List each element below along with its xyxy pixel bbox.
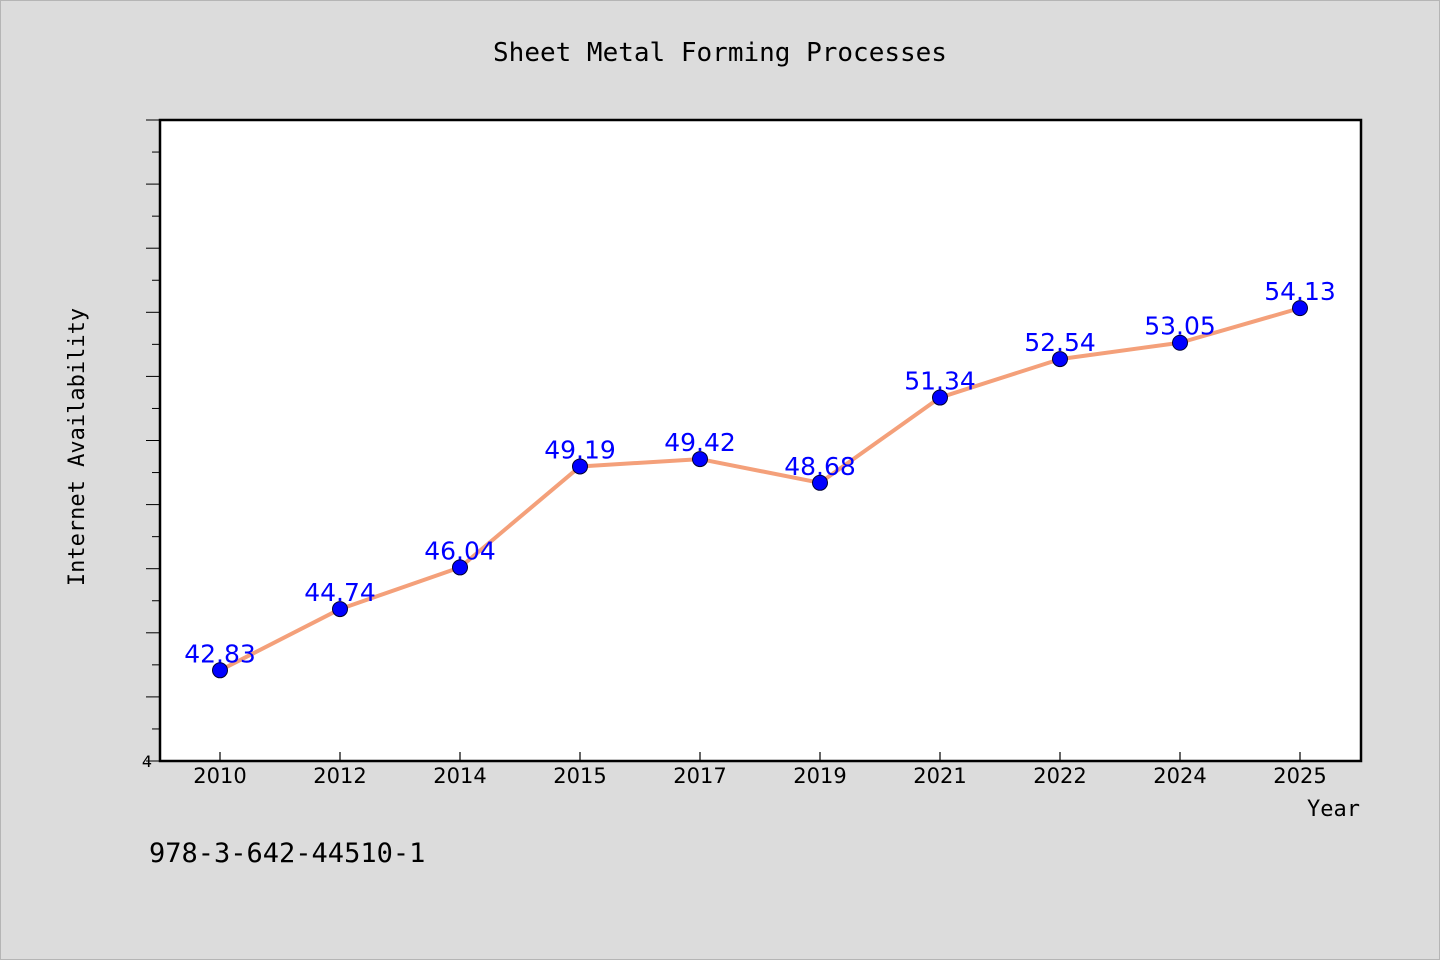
x-tick-label: 2019 bbox=[793, 764, 846, 788]
data-point bbox=[692, 451, 708, 468]
x-tick-label: 2017 bbox=[673, 764, 726, 788]
y-tick-label: 4 bbox=[142, 752, 152, 771]
x-axis-label: Year bbox=[1307, 797, 1360, 822]
x-tick-label: 2012 bbox=[313, 764, 366, 788]
data-label: 49.19 bbox=[544, 435, 616, 464]
data-label: 46.04 bbox=[424, 536, 496, 565]
footnote-isbn: 978-3-642-44510-1 bbox=[149, 838, 425, 869]
data-label: 53.05 bbox=[1144, 312, 1216, 341]
x-tick-label: 2014 bbox=[433, 764, 486, 788]
y-axis-label: Internet Availability bbox=[65, 308, 90, 586]
data-point bbox=[332, 601, 348, 618]
x-tick-label: 2024 bbox=[1153, 764, 1206, 788]
data-label: 52.54 bbox=[1024, 328, 1096, 357]
x-axis-ticks: 2010 2012 2014 2015 2017 2019 2021 2022 2024 2025 bbox=[193, 752, 1327, 788]
chart-title: Sheet Metal Forming Processes bbox=[493, 38, 947, 68]
x-tick-label: 2010 bbox=[193, 764, 246, 788]
data-point bbox=[812, 474, 828, 491]
data-point bbox=[1052, 351, 1068, 368]
data-point bbox=[452, 559, 468, 576]
data-label: 54.13 bbox=[1264, 277, 1336, 306]
series-layer: 42.83 44.74 46.04 49.19 49.42 48.68 51.34 52.54… bbox=[184, 277, 1336, 679]
data-point bbox=[212, 662, 228, 679]
x-tick-label: 2021 bbox=[913, 764, 966, 788]
data-point bbox=[572, 458, 588, 475]
data-point bbox=[932, 389, 948, 406]
data-label: 42.83 bbox=[184, 639, 256, 668]
data-point bbox=[1292, 300, 1308, 317]
data-point bbox=[1172, 334, 1188, 351]
x-tick-label: 2015 bbox=[553, 764, 606, 788]
plot-area bbox=[158, 118, 1363, 763]
y-axis-ticks: 4 bbox=[142, 119, 160, 771]
series-line bbox=[218, 306, 1302, 673]
data-label: 48.68 bbox=[784, 452, 856, 481]
data-label: 49.42 bbox=[664, 428, 736, 457]
x-tick-label: 2022 bbox=[1033, 764, 1086, 788]
x-tick-label: 2025 bbox=[1273, 764, 1326, 788]
data-label: 44.74 bbox=[304, 578, 376, 607]
data-label: 51.34 bbox=[904, 367, 976, 396]
